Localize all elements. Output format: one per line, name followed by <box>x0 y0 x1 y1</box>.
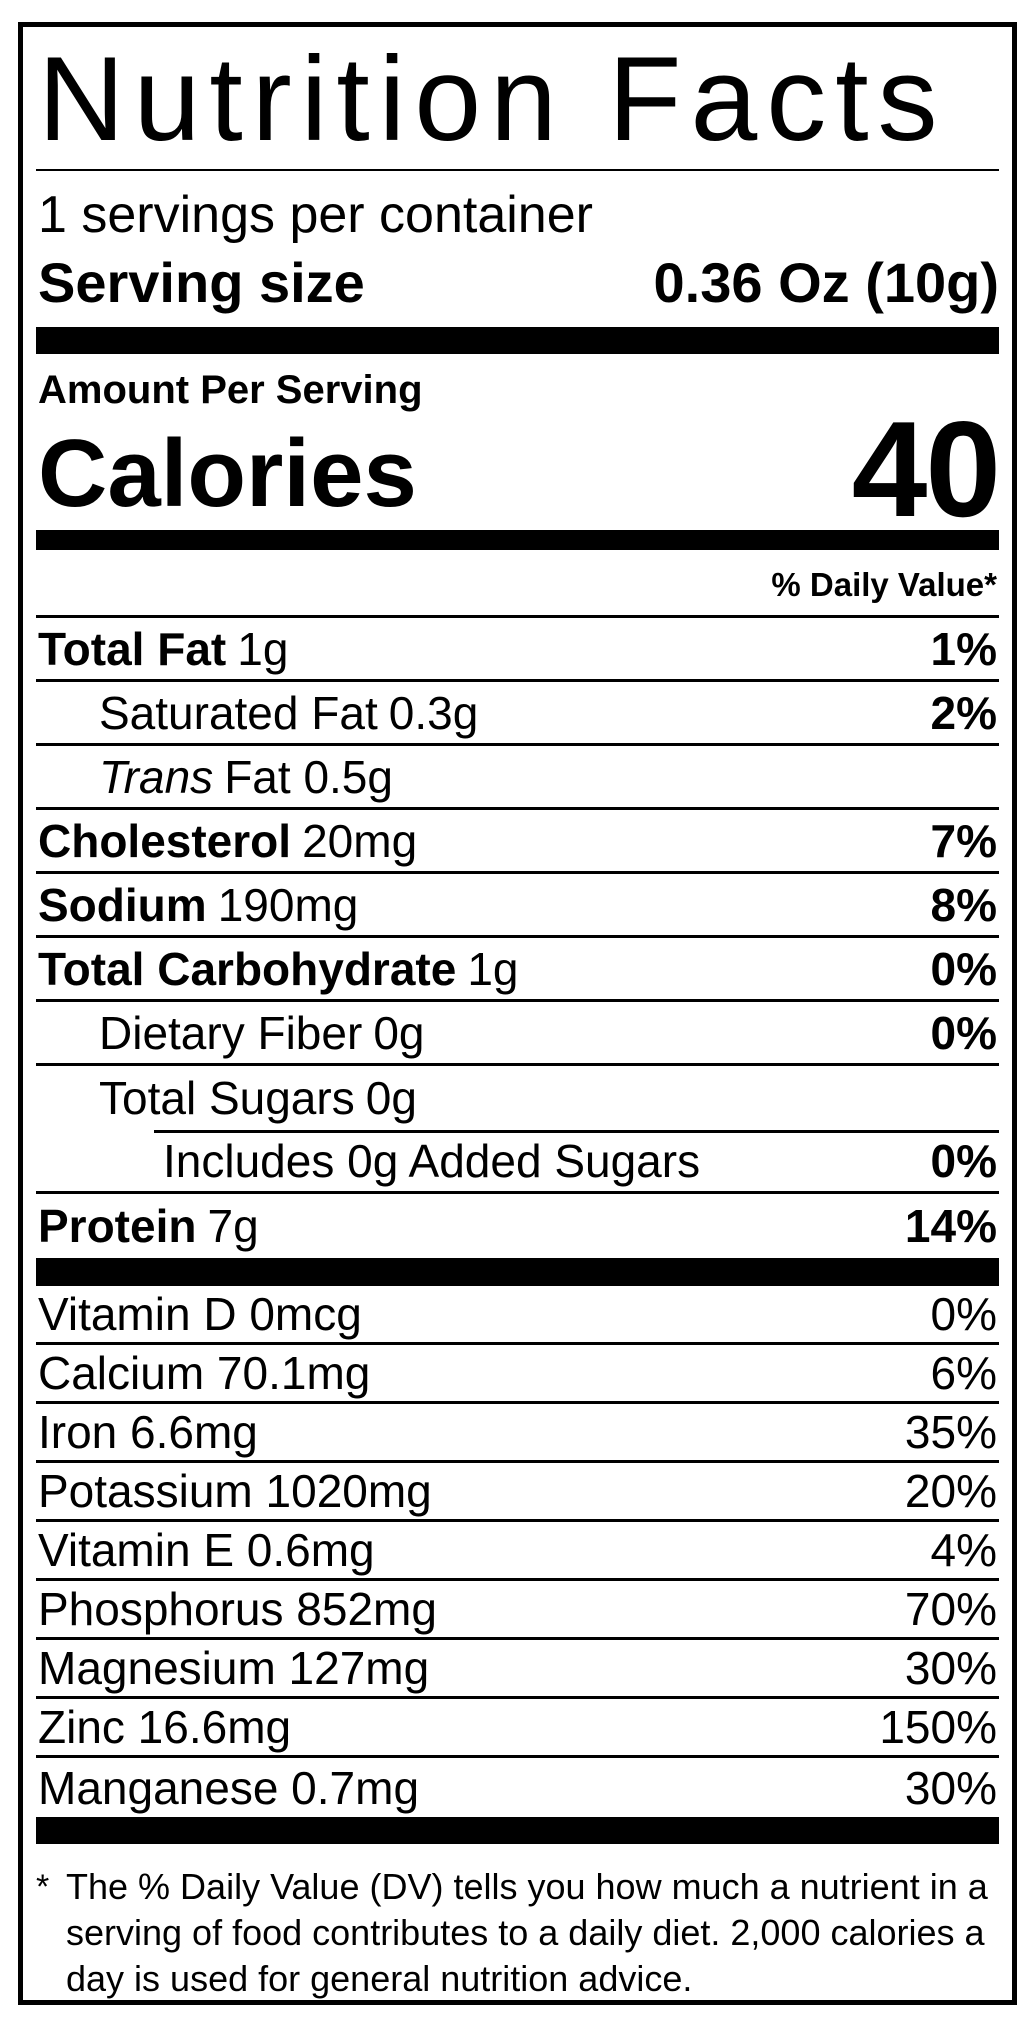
nutrient-amount: Fat 0.5g <box>224 750 393 803</box>
nutrient-amount: 1g <box>467 942 519 995</box>
daily-value-percent: 70% <box>904 1583 997 1636</box>
footnote-asterisk: * <box>36 1868 50 1907</box>
vitamin-row-magnesium: Magnesium 127mg 30% <box>36 1640 999 1700</box>
nutrient-name: Saturated Fat <box>99 686 378 739</box>
nutrient-row-total-sugars: Total Sugars 0g <box>36 1066 999 1130</box>
nutrient-name: Dietary Fiber <box>99 1006 363 1059</box>
vitamin-row-zinc: Zinc 16.6mg 150% <box>36 1699 999 1759</box>
nutrient-row-cholesterol: Cholesterol 20mg 7% <box>36 810 999 875</box>
nutrient-amount: 7g <box>207 1200 259 1253</box>
nutrient-amount: 20mg <box>302 814 418 867</box>
vitamin-name: Calcium 70.1mg <box>38 1347 371 1400</box>
separator-bar-thick <box>36 1817 999 1845</box>
vitamin-name: Vitamin E 0.6mg <box>38 1524 375 1577</box>
nutrient-name: Total Carbohydrate <box>38 942 457 995</box>
serving-size-label: Serving size <box>38 251 365 315</box>
vitamin-name: Iron 6.6mg <box>38 1406 258 1459</box>
nutrient-name: Protein <box>38 1200 197 1253</box>
nutrient-row-added-sugars: Includes 0g Added Sugars 0% <box>36 1130 999 1195</box>
daily-value-percent: 150% <box>879 1701 997 1754</box>
nutrient-name: Trans <box>99 750 214 803</box>
vitamin-name: Magnesium 127mg <box>38 1642 430 1695</box>
nutrient-row-saturated-fat: Saturated Fat 0.3g 2% <box>36 682 999 747</box>
daily-value-percent: 0% <box>930 1288 997 1341</box>
calories-row: Calories 40 <box>36 393 1001 546</box>
nutrition-facts-label: Nutrition Facts 1 servings per container… <box>18 22 1017 2005</box>
nutrient-row-protein: Protein 7g 14% <box>36 1194 999 1258</box>
nutrient-row-sodium: Sodium 190mg 8% <box>36 874 999 939</box>
daily-value-percent: 30% <box>904 1761 997 1814</box>
nutrient-row-trans-fat: Trans Fat 0.5g <box>36 746 999 811</box>
daily-value-percent: 6% <box>930 1347 997 1400</box>
nutrient-amount: 190mg <box>217 878 359 931</box>
vitamin-row-potassium: Potassium 1020mg 20% <box>36 1463 999 1523</box>
daily-value-percent: 8% <box>930 878 997 931</box>
vitamin-name: Manganese 0.7mg <box>38 1761 420 1814</box>
daily-value-percent: 1% <box>930 622 997 675</box>
amount-per-serving-label: Amount Per Serving <box>38 368 423 413</box>
daily-value-percent: 30% <box>904 1642 997 1695</box>
vitamin-row-calcium: Calcium 70.1mg 6% <box>36 1345 999 1405</box>
nutrient-row-total-fat: Total Fat 1g 1% <box>36 618 999 683</box>
separator-bar-medium <box>36 530 999 551</box>
vitamin-row-phosphorus: Phosphorus 852mg 70% <box>36 1581 999 1641</box>
daily-value-percent: 35% <box>904 1406 997 1459</box>
title-divider <box>36 169 999 172</box>
nutrient-name: Total Fat <box>38 622 227 675</box>
separator-bar-thick <box>36 1258 999 1287</box>
daily-value-percent: 14% <box>904 1200 997 1253</box>
footnote: * The % Daily Value (DV) tells you how m… <box>36 1844 999 2000</box>
vitamin-row-manganese: Manganese 0.7mg 30% <box>36 1758 999 1817</box>
daily-value-percent: 7% <box>930 814 997 867</box>
vitamin-row-iron: Iron 6.6mg 35% <box>36 1404 999 1464</box>
daily-value-percent: 20% <box>904 1465 997 1518</box>
daily-value-percent: 0% <box>930 1134 997 1187</box>
vitamin-name: Phosphorus 852mg <box>38 1583 437 1636</box>
calories-value: 40 <box>851 393 1001 546</box>
vitamin-name: Vitamin D 0mcg <box>38 1288 362 1341</box>
nutrient-name: Includes 0g Added Sugars <box>163 1134 701 1187</box>
daily-value-header: % Daily Value* <box>36 550 999 619</box>
nutrient-amount: 1g <box>237 622 289 675</box>
daily-value-percent: 2% <box>930 686 997 739</box>
daily-value-percent: 4% <box>930 1524 997 1577</box>
servings-per-container: 1 servings per container <box>38 186 593 245</box>
nutrient-name: Cholesterol <box>38 814 292 867</box>
serving-size-row: Serving size 0.36 Oz (10g) <box>36 247 999 327</box>
label-title: Nutrition Facts <box>38 32 947 166</box>
vitamin-name: Zinc 16.6mg <box>38 1701 292 1754</box>
nutrient-amount: 0g <box>365 1072 417 1125</box>
nutrient-name: Total Sugars <box>99 1072 355 1125</box>
calories-label: Calories <box>38 420 417 528</box>
footnote-text: The % Daily Value (DV) tells you how muc… <box>66 1866 988 2000</box>
nutrient-row-total-carbohydrate: Total Carbohydrate 1g 0% <box>36 938 999 1003</box>
nutrient-row-dietary-fiber: Dietary Fiber 0g 0% <box>36 1002 999 1067</box>
vitamin-row-vitamin-e: Vitamin E 0.6mg 4% <box>36 1522 999 1582</box>
separator-bar-thick <box>36 327 999 355</box>
nutrient-name: Sodium <box>38 878 207 931</box>
vitamin-row-vitamin-d: Vitamin D 0mcg 0% <box>36 1286 999 1346</box>
nutrient-amount: 0.3g <box>388 686 479 739</box>
daily-value-percent: 0% <box>930 942 997 995</box>
daily-value-percent: 0% <box>930 1006 997 1059</box>
nutrient-amount: 0g <box>373 1006 425 1059</box>
serving-size-value: 0.36 Oz (10g) <box>653 251 999 315</box>
vitamin-name: Potassium 1020mg <box>38 1465 432 1518</box>
